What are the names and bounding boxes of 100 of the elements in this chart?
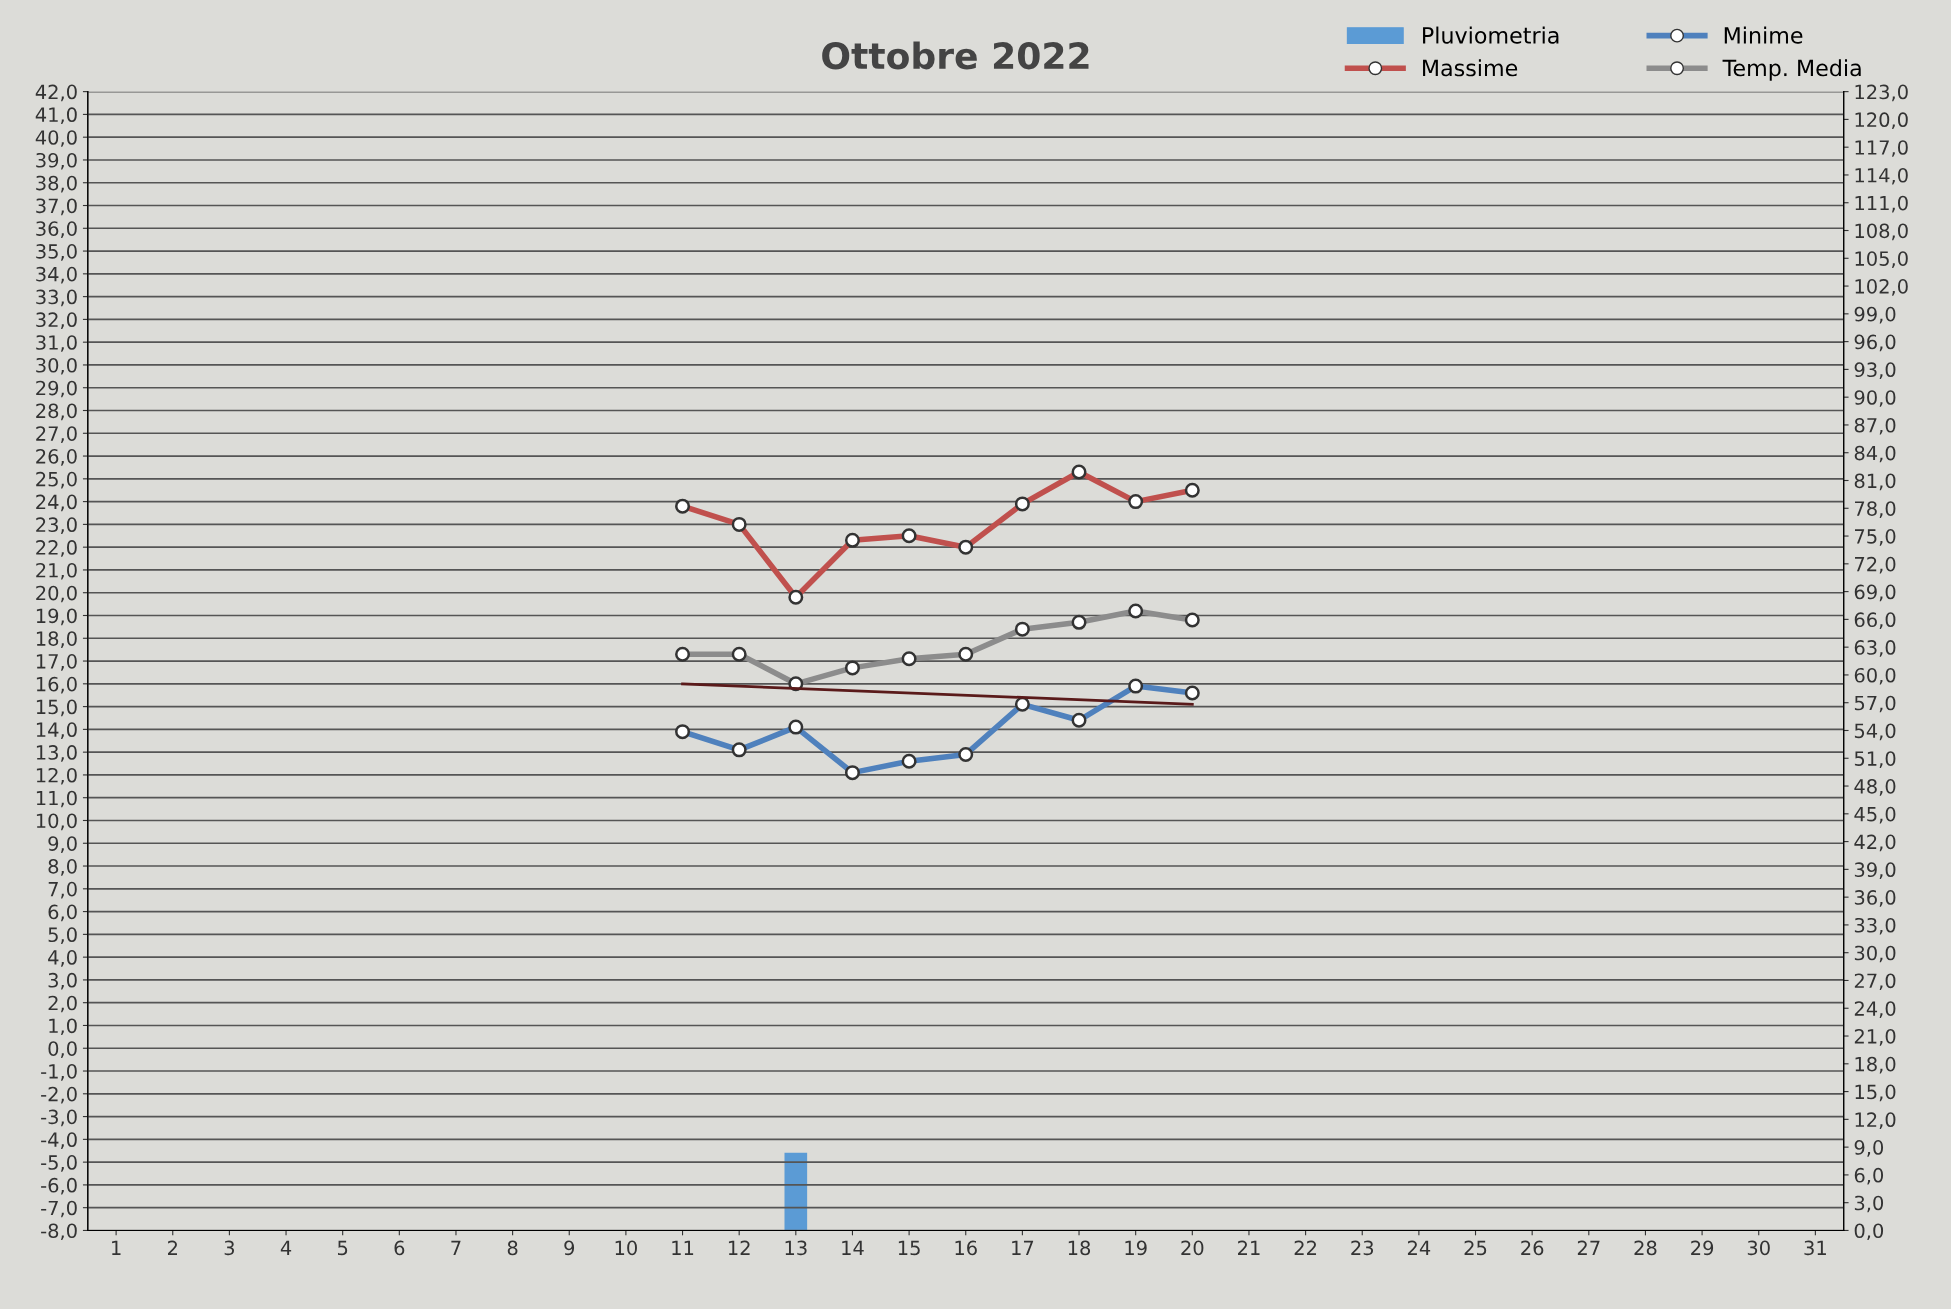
y2-tick-label: 75,0 — [1855, 529, 1896, 546]
y-tick-label: 40,0 — [35, 130, 77, 147]
x-tick-label: 29 — [1691, 1240, 1714, 1256]
y-tick-label: -2,0 — [41, 1086, 77, 1104]
y-tick-label: 20,0 — [36, 585, 77, 603]
y-tick-label: 31,0 — [36, 335, 77, 352]
y-tick-label: 18,0 — [36, 631, 77, 648]
y-tick-label: 32,0 — [36, 312, 77, 330]
legend-label: Temp. Media — [1722, 59, 1861, 81]
y2-tick-label: 33,0 — [1854, 917, 1896, 935]
y2-tick-label: 48,0 — [1854, 778, 1896, 796]
y-tick-label: -7,0 — [41, 1200, 77, 1218]
y2-tick-label: 12,0 — [1855, 1112, 1896, 1129]
x-tick-label: 28 — [1634, 1240, 1657, 1256]
y-tick-label: 30,0 — [36, 357, 77, 375]
y-tick-label: -5,0 — [41, 1155, 77, 1172]
y2-tick-label: 96,0 — [1854, 334, 1896, 352]
y-tick-label: 1,0 — [49, 1018, 77, 1036]
y-tick-label: 2,0 — [48, 995, 77, 1013]
y-tick-label: 25,0 — [36, 471, 77, 489]
y2-tick-label: 72,0 — [1855, 556, 1896, 574]
y-tick-label: 27,0 — [36, 426, 77, 443]
x-tick-label: 7 — [451, 1240, 461, 1255]
y-tick-label: -8,0 — [41, 1223, 77, 1241]
x-tick-label: 3 — [224, 1240, 235, 1256]
y-tick-label: 0,0 — [48, 1041, 77, 1058]
y-tick-label: 26,0 — [36, 449, 77, 466]
legend-label: Minime — [1724, 26, 1803, 44]
x-tick-label: 23 — [1351, 1240, 1374, 1256]
y-tick-label: 9,0 — [48, 836, 77, 853]
y-tick-label: 11,0 — [36, 790, 77, 808]
x-tick-label: 8 — [507, 1240, 518, 1256]
y2-tick-label: 69,0 — [1854, 584, 1896, 602]
x-tick-label: 22 — [1294, 1240, 1317, 1255]
y-tick-label: 34,0 — [36, 266, 77, 284]
chart-title: Ottobre 2022 — [822, 41, 1089, 70]
y2-tick-label: 30,0 — [1854, 945, 1896, 963]
x-tick-label: 5 — [338, 1240, 348, 1256]
y-tick-label: 7,0 — [48, 881, 77, 899]
x-tick-label: 14 — [842, 1240, 864, 1255]
y-tick-label: 15,0 — [36, 699, 77, 717]
x-tick-label: 27 — [1577, 1240, 1600, 1255]
y-tick-label: 39,0 — [36, 152, 77, 170]
y2-tick-label: 3,0 — [1854, 1195, 1884, 1213]
y2-tick-label: 15,0 — [1855, 1084, 1896, 1102]
y2-tick-label: 6,0 — [1854, 1167, 1884, 1185]
y-tick-label: 29,0 — [36, 380, 77, 398]
x-tick-label: 12 — [728, 1240, 750, 1255]
y-tick-label: 13,0 — [36, 745, 77, 762]
y-tick-label: 21,0 — [36, 562, 77, 580]
x-tick-label: 2 — [168, 1240, 177, 1255]
y-tick-label: 35,0 — [36, 244, 77, 261]
y2-tick-label: 42,0 — [1854, 834, 1896, 852]
x-tick-label: 31 — [1804, 1240, 1826, 1256]
x-tick-label: 26 — [1521, 1240, 1544, 1256]
y-tick-label: 41,0 — [35, 107, 77, 125]
y2-tick-label: 60,0 — [1854, 667, 1896, 685]
y-tick-label: 22,0 — [36, 540, 77, 557]
y2-tick-label: 51,0 — [1854, 751, 1896, 768]
y-tick-label: 6,0 — [48, 904, 77, 922]
y2-tick-label: 0,0 — [1854, 1223, 1884, 1241]
x-tick-label: 25 — [1464, 1240, 1487, 1256]
y2-tick-label: 24,0 — [1854, 1001, 1896, 1018]
x-tick-label: 6 — [394, 1240, 405, 1256]
y2-tick-label: 36,0 — [1854, 890, 1896, 907]
y2-tick-label: 66,0 — [1854, 612, 1896, 630]
y-tick-label: -4,0 — [41, 1132, 77, 1149]
x-tick-label: 24 — [1407, 1240, 1431, 1255]
y2-tick-label: 54,0 — [1854, 723, 1896, 741]
legend-label: Pluviometria — [1423, 26, 1559, 44]
y2-tick-label: 39,0 — [1854, 862, 1896, 880]
y2-tick-label: 123,0 — [1855, 84, 1908, 102]
y2-tick-label: 105,0 — [1855, 251, 1908, 268]
x-tick-label: 4 — [280, 1240, 292, 1255]
y-tick-label: 16,0 — [36, 676, 77, 694]
y2-tick-label: 87,0 — [1854, 417, 1896, 435]
y2-tick-label: 117,0 — [1855, 140, 1908, 157]
x-tick-label: 10 — [615, 1240, 637, 1256]
x-tick-label: 9 — [564, 1240, 575, 1256]
y2-tick-label: 84,0 — [1854, 445, 1896, 463]
y2-tick-label: 93,0 — [1854, 362, 1896, 380]
y-tick-label: 8,0 — [48, 858, 77, 876]
y2-tick-label: 120,0 — [1855, 112, 1908, 130]
y-tick-label: 42,0 — [35, 84, 77, 102]
x-tick-label: 21 — [1238, 1240, 1260, 1255]
y2-tick-label: 63,0 — [1854, 640, 1896, 657]
x-tick-label: 15 — [898, 1240, 920, 1256]
y-tick-label: 19,0 — [36, 608, 77, 626]
x-tick-label: 20 — [1181, 1240, 1204, 1256]
y-tick-label: 5,0 — [48, 927, 77, 945]
x-tick-label: 16 — [955, 1240, 977, 1256]
y-tick-label: 14,0 — [36, 722, 77, 740]
y-tick-label: 12,0 — [36, 767, 77, 785]
x-tick-label: 17 — [1012, 1240, 1034, 1255]
y2-tick-label: 81,0 — [1854, 473, 1896, 491]
y-tick-label: 17,0 — [36, 654, 77, 671]
y2-tick-label: 45,0 — [1854, 806, 1896, 824]
y2-tick-label: 111,0 — [1855, 195, 1908, 213]
y-tick-label: -1,0 — [41, 1063, 77, 1081]
y2-tick-label: 27,0 — [1854, 973, 1896, 991]
